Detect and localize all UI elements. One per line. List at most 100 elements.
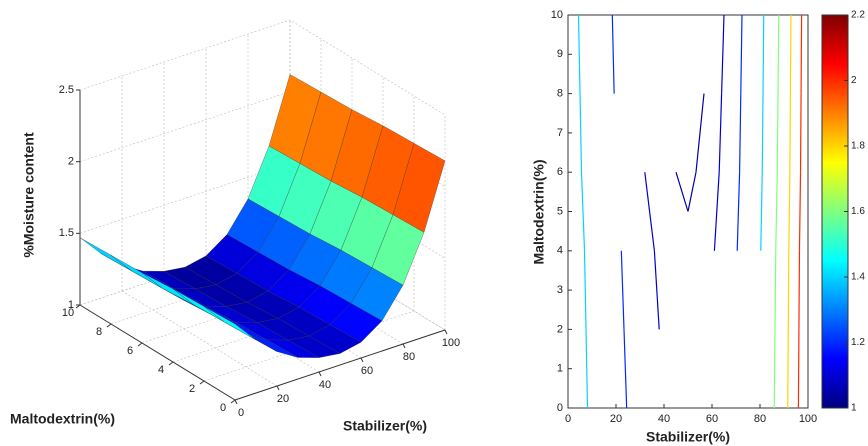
y-tick-label: 9	[557, 48, 563, 60]
contour-line	[799, 93, 802, 173]
y-tick-label: 3	[557, 284, 563, 296]
contour-line	[760, 172, 763, 251]
contour-line	[577, 14, 581, 94]
x-tick-label: 60	[361, 365, 373, 377]
colorbar-tick-label: 2	[851, 75, 857, 86]
contour-line	[797, 329, 800, 409]
x-tick	[360, 357, 364, 363]
x-axis-title: Stabilizer(%)	[343, 418, 427, 434]
contour-line	[687, 172, 697, 212]
contour-line	[675, 172, 689, 212]
y-tick-label: 6	[127, 345, 133, 357]
contour-line	[585, 329, 589, 409]
colorbar-tick-label: 1.8	[851, 141, 865, 152]
x-tick-label: 0	[565, 413, 571, 425]
contour-line	[787, 250, 790, 330]
x-tick	[444, 329, 448, 335]
axis-line	[79, 304, 236, 401]
contour-line	[798, 172, 802, 251]
contour-line	[788, 172, 791, 251]
x-tick-label: 100	[442, 337, 460, 349]
z-tick-label: 1.5	[59, 227, 74, 239]
x-tick	[402, 343, 406, 349]
y-tick	[168, 361, 174, 366]
y-tick-label: 2	[557, 323, 563, 335]
y-tick-label: 8	[96, 326, 102, 338]
contour-line	[740, 14, 743, 94]
y-axis-title: Maltodextrin(%)	[10, 411, 115, 427]
x-tick-label: 40	[658, 413, 670, 425]
contour-line	[583, 250, 587, 330]
colorbar-tick-label: 1	[851, 403, 857, 414]
x-tick-label: 100	[799, 413, 817, 425]
contour-line	[580, 172, 586, 251]
x-tick	[318, 371, 322, 377]
x-tick-label: 20	[610, 413, 622, 425]
y-tick	[230, 399, 236, 404]
contour-line	[579, 93, 583, 173]
y-tick	[199, 380, 205, 385]
x-tick-label: 60	[706, 413, 718, 425]
contour-line	[736, 172, 741, 251]
contour-line	[798, 250, 801, 330]
contour-line	[800, 14, 803, 94]
y-tick-label: 2	[189, 383, 195, 395]
x-tick	[234, 399, 238, 405]
y-tick-label: 10	[62, 307, 74, 319]
y-tick-label: 6	[557, 166, 563, 178]
contour-line	[718, 93, 723, 173]
x-axis-title: Stabilizer(%)	[646, 429, 730, 445]
contour-line	[721, 14, 725, 94]
contour-line	[761, 93, 764, 173]
x-tick-label: 80	[403, 351, 415, 363]
contour-line	[789, 93, 792, 173]
surface-patch	[203, 306, 257, 341]
contour-line	[653, 250, 660, 330]
contour-line	[773, 329, 776, 409]
z-axis-title: %Moisture content	[21, 132, 37, 258]
y-tick-label: 1	[557, 363, 563, 375]
y-tick-label: 4	[557, 245, 563, 257]
contour-line	[762, 14, 765, 94]
grid-line	[79, 19, 446, 116]
y-tick-label: 5	[557, 205, 563, 217]
x-tick-label: 80	[754, 413, 766, 425]
contour-line	[774, 250, 777, 330]
y-tick	[75, 304, 81, 309]
contour-line	[695, 93, 705, 173]
colorbar-tick-label: 1.2	[851, 337, 865, 348]
x-tick-label: 40	[319, 379, 331, 391]
contour-line	[777, 14, 780, 94]
axis-line	[234, 329, 446, 401]
x-tick-label: 0	[238, 407, 244, 419]
y-tick	[137, 342, 143, 347]
y-axis-title: Maltodextrin(%)	[531, 160, 547, 265]
contour-line	[789, 14, 792, 94]
contour-line	[739, 93, 742, 173]
contour-line	[623, 329, 628, 409]
contour-line	[644, 172, 655, 251]
y-tick-label: 10	[551, 9, 563, 21]
contour-line	[787, 329, 789, 409]
colorbar-tick-label: 2.2	[851, 10, 865, 21]
x-tick	[276, 385, 280, 391]
z-tick-label: 1	[68, 299, 74, 311]
contour-line	[775, 172, 778, 251]
colorbar-tick-label: 1.4	[851, 272, 865, 283]
z-tick-label: 2.5	[59, 84, 74, 96]
y-tick-label: 0	[557, 402, 563, 414]
contour-line	[611, 14, 615, 94]
z-tick-label: 2	[68, 156, 74, 168]
y-tick-label: 0	[220, 402, 226, 414]
y-tick-label: 8	[557, 88, 563, 100]
contour-line	[620, 250, 625, 330]
y-tick	[106, 323, 112, 328]
colorbar-tick-label: 1.6	[851, 206, 865, 217]
surface-patch	[79, 237, 133, 272]
contour-line	[776, 93, 779, 173]
y-tick-label: 4	[158, 364, 164, 376]
contour-line	[713, 172, 720, 251]
y-tick-label: 7	[557, 127, 563, 139]
